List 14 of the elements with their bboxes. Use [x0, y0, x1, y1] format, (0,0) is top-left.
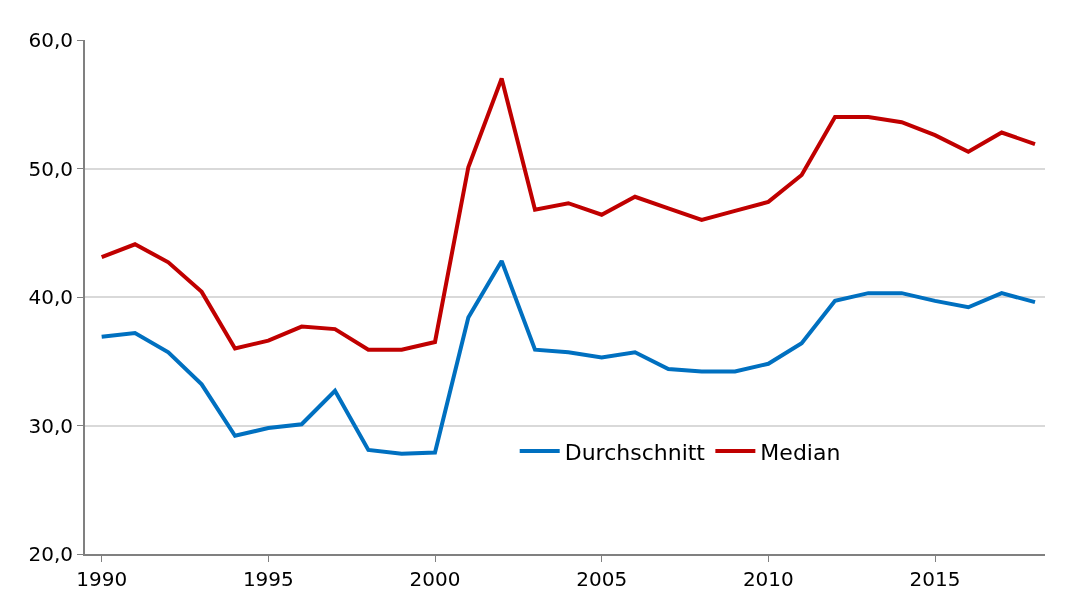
x-tick-label: 2015 [909, 567, 961, 591]
x-tick-label: 1990 [76, 567, 128, 591]
y-tick-label: 20,0 [28, 542, 73, 566]
line-series [99, 76, 1037, 352]
y-tick-label: 40,0 [28, 285, 73, 309]
y-tick-label: 60,0 [28, 28, 73, 52]
legend-label: Durchschnitt [564, 439, 706, 465]
x-tick-label: 2010 [742, 567, 794, 591]
x-tick-label: 2005 [576, 567, 628, 591]
legend-label: Median [760, 439, 841, 465]
y-tick-label: 50,0 [28, 156, 73, 181]
x-tick-label: 2000 [409, 567, 461, 591]
y-tick-label: 30,0 [28, 413, 73, 438]
x-tick-label: 1995 [242, 567, 294, 591]
